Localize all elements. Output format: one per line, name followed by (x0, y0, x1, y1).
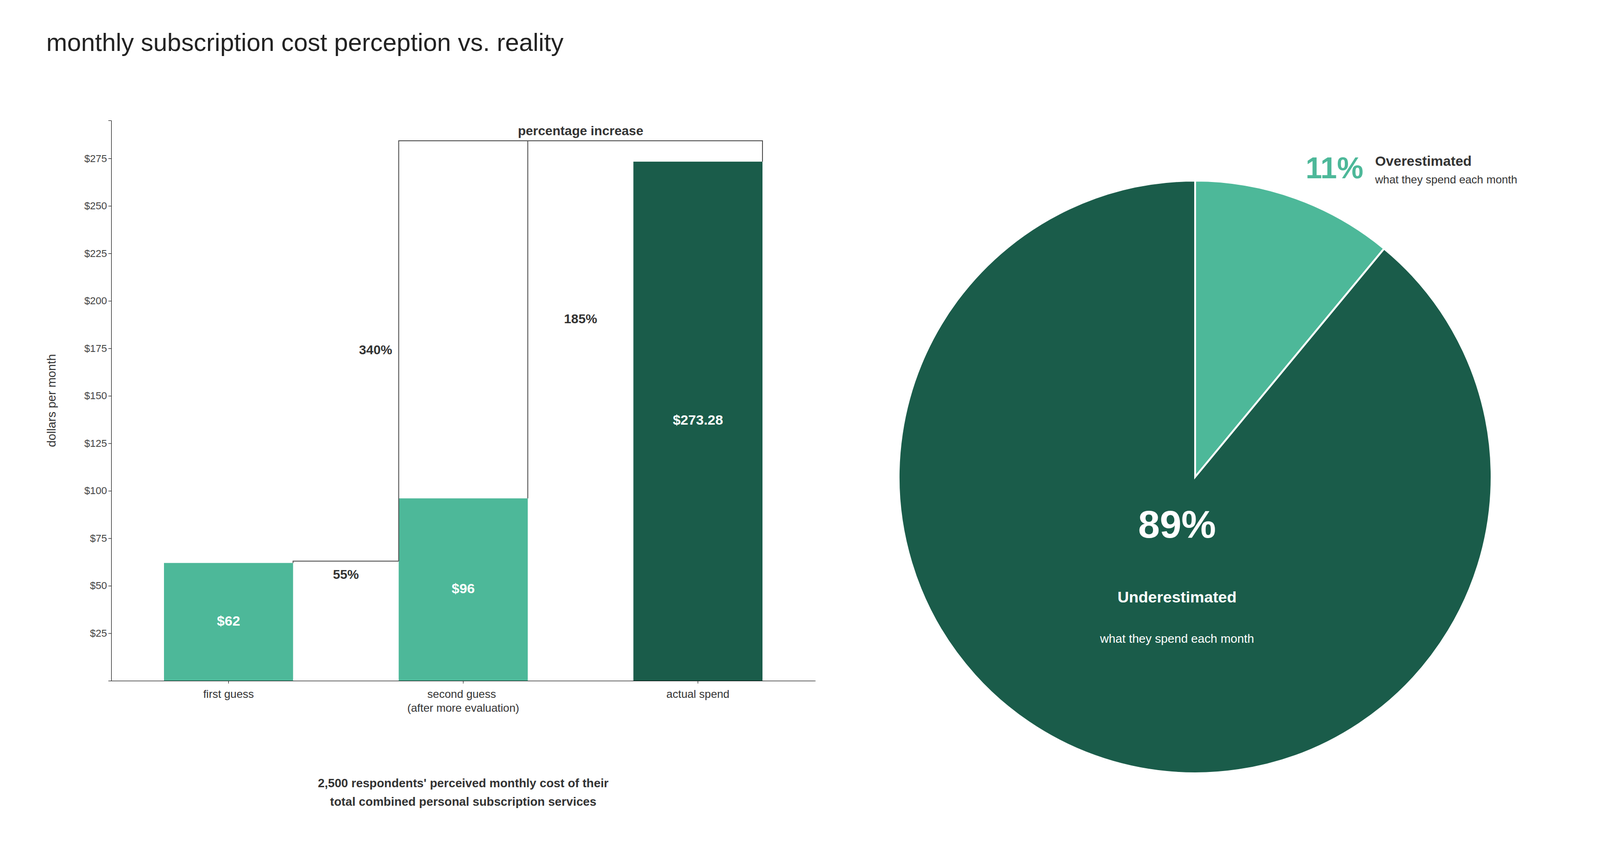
y-tick: $250 (84, 200, 112, 212)
y-tick-mark (108, 206, 112, 207)
x-tick-mark (697, 680, 699, 684)
pie-category-label: Underestimated (1117, 588, 1237, 606)
x-tick-label: actual spend (666, 687, 730, 701)
annotations: percentage increase 55% 185% 340% (293, 123, 763, 582)
inner-bracket (527, 140, 529, 499)
x-tick: actual spend (666, 680, 730, 701)
pie-slice (898, 180, 1492, 774)
y-tick-label: $50 (89, 579, 108, 592)
y-tick-mark (108, 585, 112, 587)
y-tick-label: $150 (84, 390, 108, 402)
y-axis-title: dollars per month (44, 354, 59, 448)
y-tick-mark (108, 633, 112, 634)
annotation-header: percentage increase (517, 123, 644, 139)
y-tick: $150 (84, 390, 112, 402)
x-axis: first guess second guess (after more eval… (111, 680, 816, 715)
data-label: $62 (216, 613, 240, 629)
x-tick-label: first guess (203, 687, 254, 701)
data-label: $96 (451, 580, 475, 597)
x-tick-mark (463, 680, 464, 684)
outer-bracket (398, 140, 763, 562)
y-tick-mark (108, 301, 112, 302)
y-axis: $25 $50 $75 $100 $125 $150 $175 $200 $225 $250 $27… (84, 120, 112, 682)
chart-canvas: monthly subscription cost perception vs.… (0, 0, 1600, 859)
y-tick: $125 (84, 437, 112, 450)
y-tick-mark (108, 348, 112, 349)
x-tick-mark (228, 680, 229, 684)
y-tick-mark (108, 396, 112, 397)
y-tick: $275 (84, 152, 112, 165)
y-tick: $200 (84, 295, 112, 307)
x-tick-label-line: second guess (427, 687, 500, 701)
y-tick-label: $200 (84, 295, 108, 307)
pie-labels: 11% Overestimated what they spend each mon… (1099, 151, 1518, 647)
x-tick-label: second guess (after more evaluation) (407, 687, 519, 715)
y-tick-label: $75 (89, 532, 108, 545)
y-tick-label: $175 (84, 342, 108, 355)
y-tick-mark (108, 538, 112, 539)
bar (398, 498, 529, 681)
x-tick-label-line: actual spend (666, 687, 730, 701)
y-tick: $175 (84, 342, 112, 355)
y-tick: $100 (84, 485, 112, 497)
bars (163, 161, 763, 681)
bar (633, 161, 763, 681)
y-tick-mark (108, 491, 112, 492)
x-tick-label-line: (after more evaluation) (407, 701, 519, 715)
x-tick: first guess (203, 680, 254, 701)
y-tick: $225 (84, 247, 112, 260)
y-tick: $50 (89, 579, 112, 592)
y-tick-mark (108, 443, 112, 444)
data-label: $273.28 (672, 412, 723, 428)
y-tick-label: $125 (84, 437, 108, 450)
data-labels: $62 $96 $273.28 (216, 412, 724, 629)
y-tick-mark (108, 253, 112, 254)
chart-title: monthly subscription cost perception vs.… (46, 28, 564, 57)
pie-value-label: 89% (1138, 502, 1216, 547)
annotation-pct: 185% (564, 311, 598, 327)
pie-category-label: Overestimated (1374, 153, 1472, 169)
footnote: 2,500 respondents' perceived monthly cos… (317, 776, 609, 791)
x-tick: second guess (after more evaluation) (407, 680, 519, 715)
y-tick-label: $250 (84, 200, 108, 212)
y-tick-label: $225 (84, 247, 108, 260)
y-tick: $25 (89, 627, 112, 640)
pie-annotation: what they spend each month (1099, 631, 1254, 646)
pie-value-label: 11% (1305, 151, 1364, 185)
y-tick-label: $275 (84, 152, 108, 165)
bar (163, 563, 294, 681)
y-tick-mark (108, 158, 112, 159)
y-tick: $75 (89, 532, 112, 545)
x-tick-label-line: first guess (203, 687, 254, 701)
step-connector (293, 561, 399, 564)
pie (898, 180, 1492, 774)
y-axis-line (108, 120, 112, 682)
annotation-pct: 340% (359, 342, 393, 358)
y-tick-label: $25 (89, 627, 108, 640)
footnote: total combined personal subscription ser… (329, 794, 597, 809)
pie-annotation: what they spend each month (1374, 173, 1518, 186)
annotation-pct: 55% (333, 567, 360, 582)
y-tick-label: $100 (84, 485, 108, 497)
